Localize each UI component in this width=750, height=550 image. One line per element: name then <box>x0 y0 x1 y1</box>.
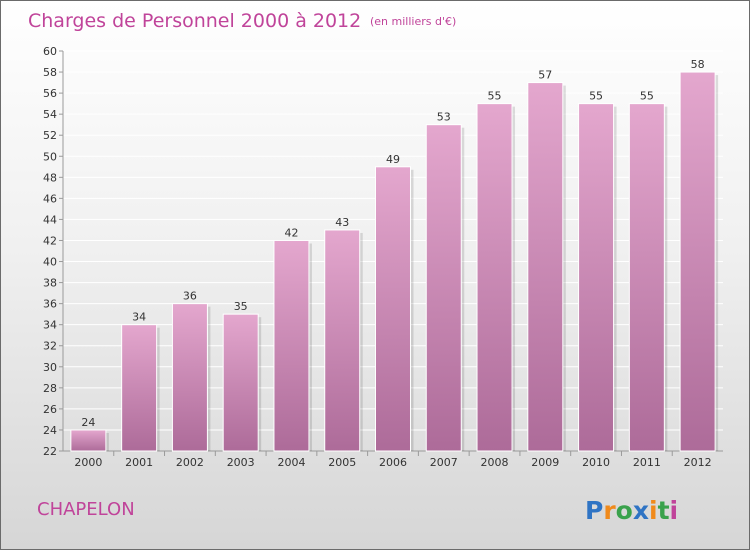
x-tick-label: 2011 <box>633 456 661 469</box>
bar-2009 <box>527 82 564 452</box>
bar-2002 <box>171 303 208 452</box>
data-label: 55 <box>589 90 603 103</box>
proxiti-logo[interactable]: Proxiti <box>585 496 678 525</box>
x-tick-label: 2008 <box>481 456 509 469</box>
y-tick-label: 42 <box>43 234 57 247</box>
y-tick-label: 58 <box>43 66 57 79</box>
x-tick-label: 2000 <box>74 456 102 469</box>
y-tick-label: 24 <box>43 424 57 437</box>
logo-letter: t <box>658 496 670 525</box>
data-label: 34 <box>132 311 146 324</box>
logo-letter: r <box>603 496 616 525</box>
bar-2012 <box>679 71 716 452</box>
y-tick-label: 54 <box>43 108 57 121</box>
bar-2010 <box>578 103 615 452</box>
data-label: 55 <box>640 90 654 103</box>
place-name: CHAPELON <box>37 499 135 520</box>
chart-title: Charges de Personnel 2000 à 2012 <box>28 10 361 32</box>
bar-2000 <box>70 429 107 452</box>
chart-subtitle: (en milliers d'€) <box>370 15 456 28</box>
x-tick-label: 2003 <box>227 456 255 469</box>
bars <box>70 71 719 452</box>
bar-2005 <box>324 229 361 452</box>
y-tick-label: 46 <box>43 192 57 205</box>
data-label: 43 <box>335 216 349 229</box>
data-label: 42 <box>284 226 298 239</box>
y-tick-label: 38 <box>43 277 57 290</box>
x-tick-label: 2010 <box>582 456 610 469</box>
x-tick-label: 2009 <box>531 456 559 469</box>
data-label: 36 <box>183 290 197 303</box>
x-tick-label: 2002 <box>176 456 204 469</box>
data-label: 53 <box>437 111 451 124</box>
y-tick-label: 30 <box>43 361 57 374</box>
data-labels: 24 34 36 35 42 43 49 53 55 57 55 55 58 <box>81 58 704 429</box>
x-tick-label: 2005 <box>328 456 356 469</box>
bar-2001 <box>121 324 158 452</box>
logo-letter: i <box>649 496 658 525</box>
y-tick-label: 52 <box>43 129 57 142</box>
data-label: 24 <box>81 416 95 429</box>
y-axis-ticks: 22 24 26 28 30 32 34 36 38 40 42 44 46 48 50 52 54 56 58 60 <box>43 45 63 458</box>
x-tick-label: 2007 <box>430 456 458 469</box>
x-tick-label: 2012 <box>684 456 712 469</box>
y-tick-label: 44 <box>43 213 57 226</box>
y-tick-label: 26 <box>43 403 57 416</box>
logo-letter: i <box>670 496 679 525</box>
x-axis-ticks: 2000 2001 2002 2003 2004 2005 2006 2007 2008 2009… <box>74 451 712 469</box>
y-tick-label: 22 <box>43 445 57 458</box>
x-tick-label: 2001 <box>125 456 153 469</box>
bar-2007 <box>425 124 462 452</box>
bar-2006 <box>375 166 411 452</box>
y-tick-label: 40 <box>43 256 57 269</box>
logo-letter: o <box>616 496 633 525</box>
data-label: 49 <box>386 153 400 166</box>
x-tick-label: 2006 <box>379 456 407 469</box>
data-label: 55 <box>488 90 502 103</box>
y-tick-label: 60 <box>43 45 57 58</box>
x-tick-label: 2004 <box>277 456 305 469</box>
data-label: 35 <box>234 300 248 313</box>
logo-letter: P <box>585 496 603 525</box>
data-label: 57 <box>538 69 552 82</box>
y-tick-label: 50 <box>43 150 57 163</box>
y-tick-label: 56 <box>43 87 57 100</box>
y-tick-label: 32 <box>43 340 57 353</box>
y-tick-label: 36 <box>43 298 57 311</box>
y-tick-label: 34 <box>43 319 57 332</box>
y-tick-label: 28 <box>43 382 57 395</box>
y-tick-label: 48 <box>43 171 57 184</box>
data-label: 58 <box>691 58 705 71</box>
logo-letter: x <box>633 496 649 525</box>
bar-2004 <box>273 239 310 452</box>
bar-2003 <box>222 313 259 452</box>
bar-2011 <box>628 103 665 452</box>
bar-2008 <box>476 103 513 452</box>
